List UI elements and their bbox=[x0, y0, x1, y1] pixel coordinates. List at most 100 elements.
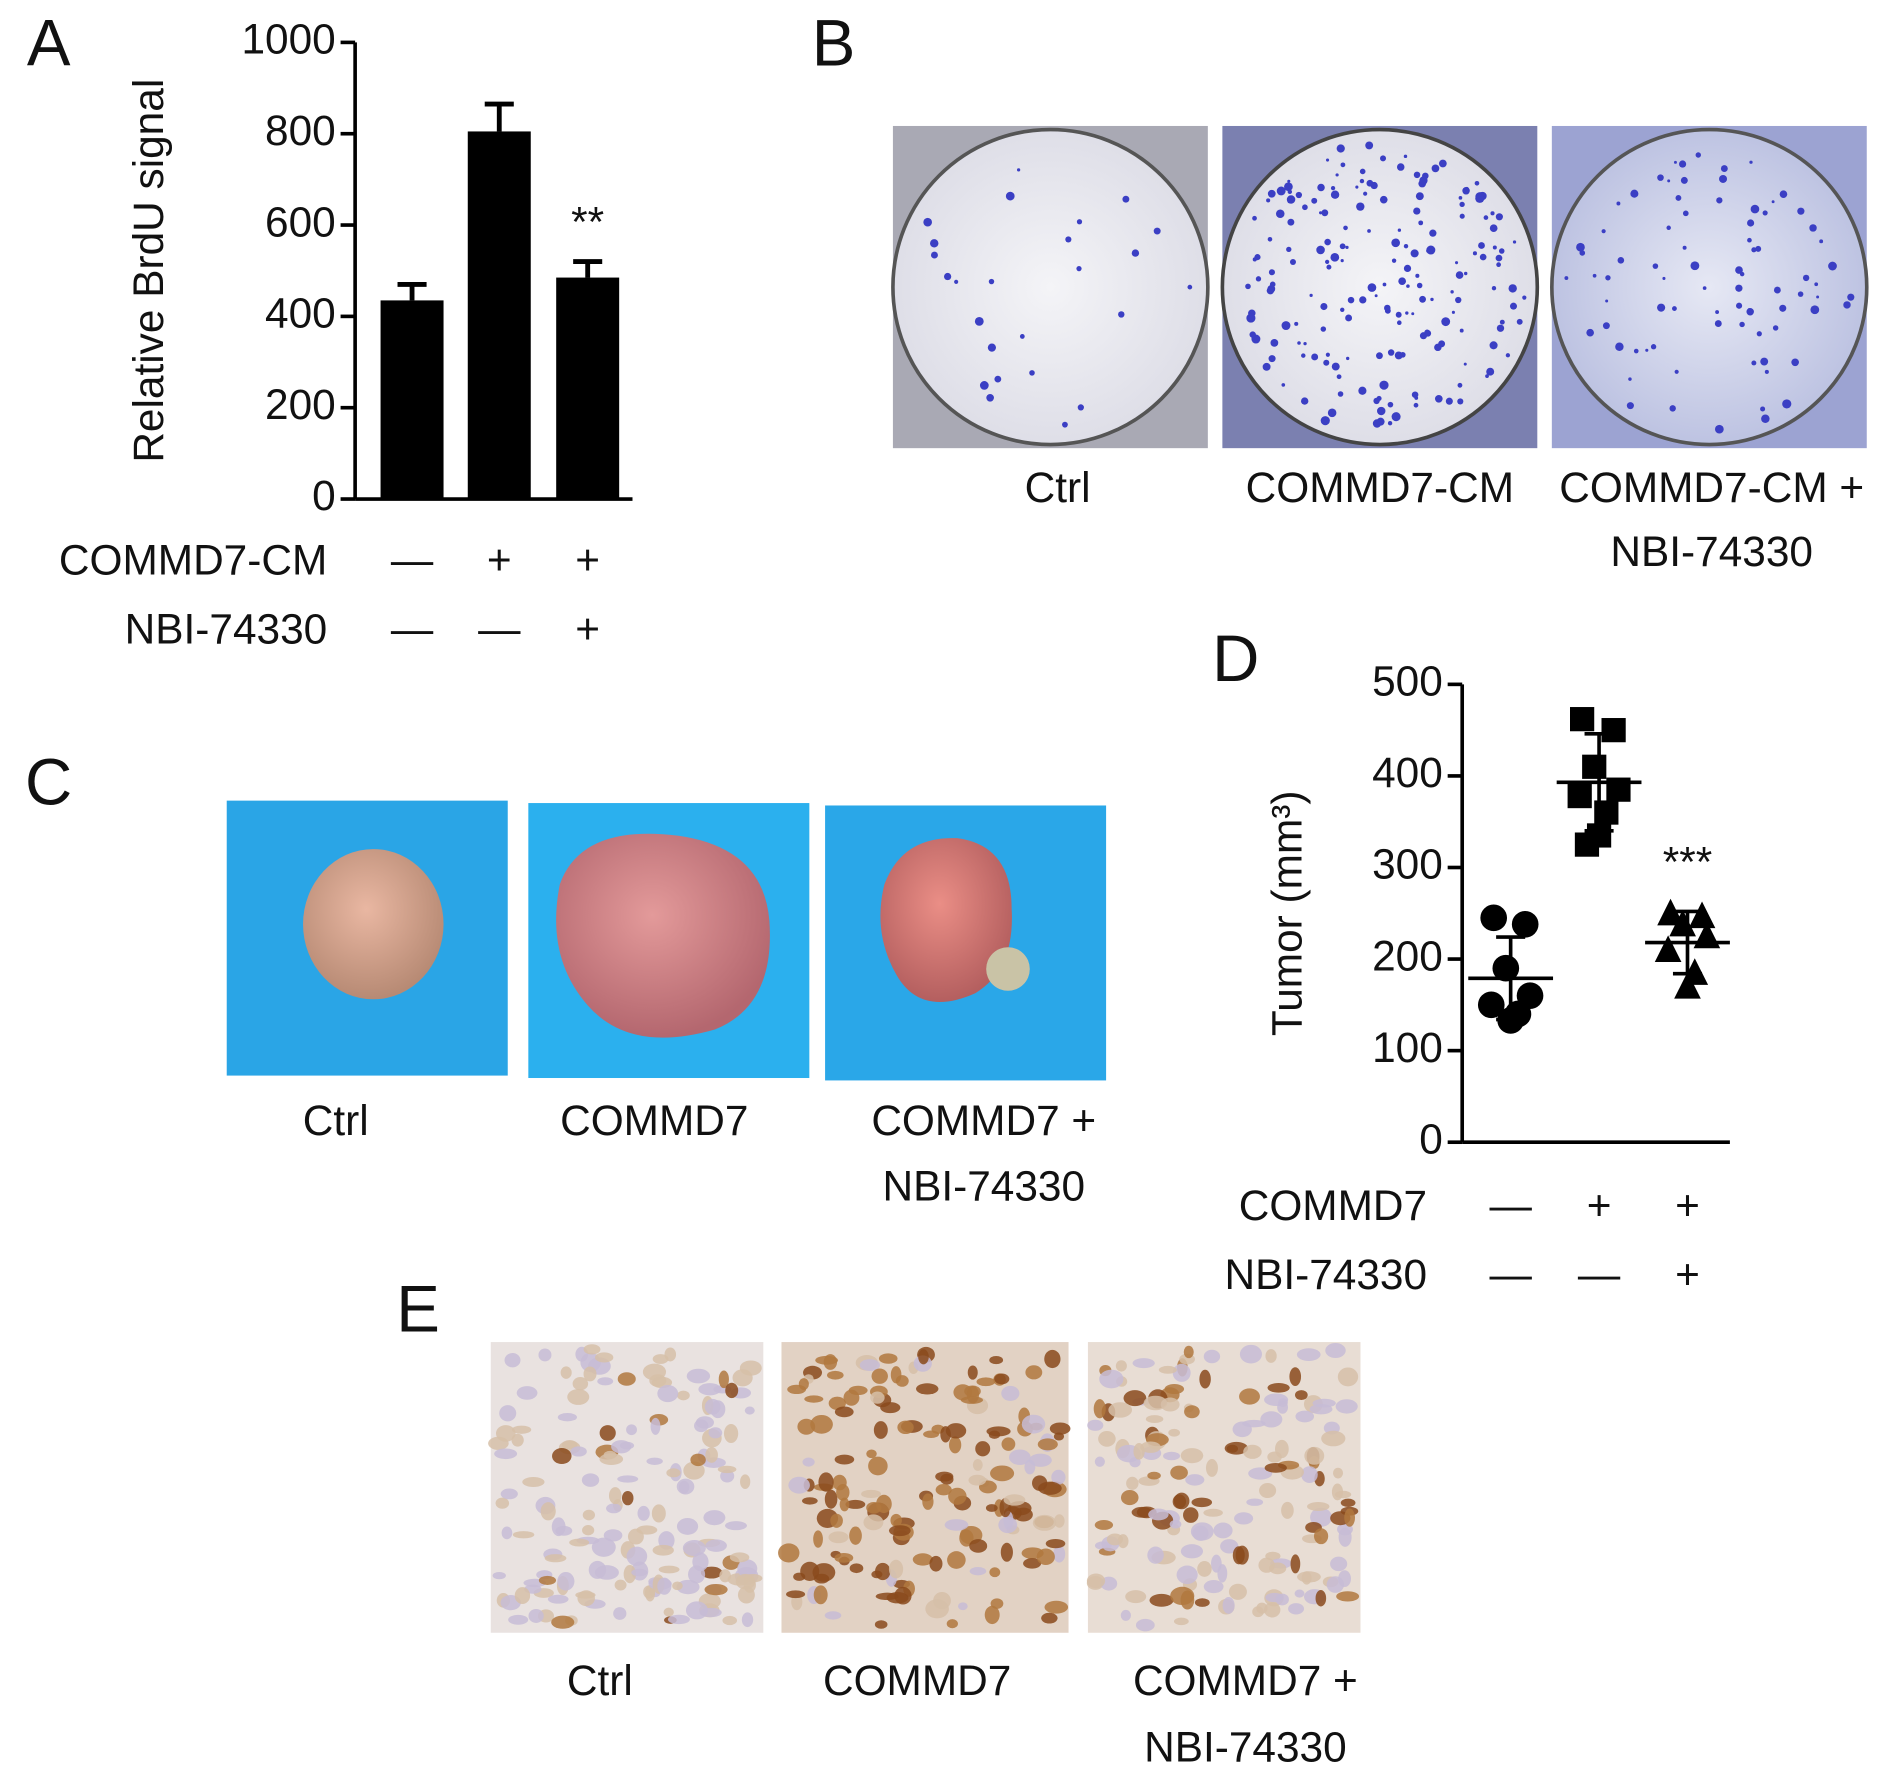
colony bbox=[1429, 229, 1437, 237]
condition-sign: + bbox=[1675, 1182, 1700, 1229]
colony bbox=[1680, 176, 1688, 184]
nucleus bbox=[1147, 1471, 1161, 1480]
nucleus bbox=[1239, 1344, 1262, 1364]
nucleus bbox=[824, 1489, 838, 1509]
colony bbox=[1319, 211, 1323, 215]
colony bbox=[1747, 219, 1755, 227]
nucleus bbox=[834, 1552, 854, 1563]
colony bbox=[1270, 338, 1279, 347]
nucleus bbox=[916, 1383, 939, 1395]
colony bbox=[1325, 158, 1330, 162]
nucleus bbox=[1145, 1415, 1164, 1424]
nucleus bbox=[935, 1471, 954, 1482]
nucleus bbox=[666, 1468, 681, 1478]
colony bbox=[1372, 419, 1382, 428]
nucleus bbox=[957, 1602, 968, 1611]
colony bbox=[1492, 245, 1497, 250]
nucleus bbox=[866, 1449, 877, 1459]
colony bbox=[1336, 144, 1345, 153]
nucleus bbox=[732, 1369, 753, 1387]
dish bbox=[1220, 127, 1540, 447]
y-tick-label: 400 bbox=[1372, 749, 1443, 796]
colony bbox=[1255, 276, 1262, 282]
nucleus bbox=[968, 1474, 987, 1486]
y-axis-label: Tumor (mm³) bbox=[1263, 791, 1310, 1037]
nucleus bbox=[1294, 1390, 1308, 1401]
nucleus bbox=[657, 1577, 672, 1595]
colony bbox=[1379, 195, 1388, 204]
colony bbox=[1345, 314, 1353, 322]
nucleus bbox=[1185, 1474, 1205, 1486]
nucleus bbox=[1213, 1522, 1233, 1539]
nucleus bbox=[651, 1504, 666, 1523]
colony bbox=[1297, 341, 1301, 345]
colony bbox=[1411, 391, 1419, 399]
colony bbox=[1495, 254, 1503, 262]
colony bbox=[1413, 207, 1421, 215]
colony bbox=[1814, 282, 1819, 287]
colony bbox=[1673, 160, 1677, 164]
nucleus bbox=[508, 1614, 529, 1625]
nucleus bbox=[972, 1458, 983, 1471]
nucleus bbox=[569, 1538, 590, 1547]
colony bbox=[1455, 271, 1464, 279]
condition-name: NBI-74330 bbox=[1224, 1251, 1427, 1298]
nucleus bbox=[1288, 1603, 1305, 1615]
colony bbox=[1498, 248, 1505, 254]
colony bbox=[1474, 180, 1480, 186]
colony bbox=[1275, 209, 1285, 219]
nucleus bbox=[642, 1363, 667, 1381]
colony bbox=[1403, 264, 1412, 273]
nucleus bbox=[516, 1386, 538, 1400]
colony bbox=[1450, 290, 1454, 294]
colony bbox=[1391, 238, 1401, 248]
nucleus bbox=[967, 1365, 978, 1380]
nucleus bbox=[1051, 1469, 1066, 1485]
nucleus bbox=[925, 1599, 949, 1619]
colony bbox=[1633, 348, 1639, 354]
colony bbox=[1301, 353, 1306, 358]
nucleus bbox=[929, 1555, 943, 1572]
nucleus bbox=[1009, 1449, 1031, 1466]
colony bbox=[1397, 228, 1402, 232]
nucleus bbox=[1336, 1591, 1360, 1602]
nucleus bbox=[849, 1526, 862, 1545]
colony bbox=[1669, 405, 1676, 412]
point bbox=[1477, 991, 1505, 1019]
nucleus bbox=[859, 1359, 880, 1371]
colony bbox=[1495, 213, 1503, 221]
nucleus bbox=[886, 1592, 909, 1604]
ihc-images bbox=[488, 1342, 1361, 1633]
nucleus bbox=[875, 1562, 891, 1581]
nucleus bbox=[1168, 1428, 1180, 1437]
colony bbox=[1252, 257, 1257, 262]
colony bbox=[1355, 185, 1359, 189]
nucleus bbox=[685, 1601, 708, 1620]
nucleus bbox=[1203, 1580, 1224, 1594]
nucleus bbox=[613, 1607, 627, 1620]
nucleus bbox=[1239, 1388, 1260, 1405]
colony bbox=[1281, 383, 1286, 387]
nucleus bbox=[1217, 1564, 1228, 1583]
nucleus bbox=[1132, 1358, 1155, 1369]
colony bbox=[1339, 243, 1346, 250]
colony bbox=[1309, 293, 1313, 297]
colony bbox=[1657, 174, 1664, 181]
colony bbox=[1720, 165, 1728, 172]
colony bbox=[1346, 356, 1350, 361]
image-caption: Ctrl bbox=[303, 1097, 369, 1144]
nucleus bbox=[591, 1537, 616, 1557]
nucleus bbox=[1140, 1441, 1161, 1453]
nucleus bbox=[1191, 1497, 1213, 1508]
colony bbox=[1682, 245, 1687, 250]
nucleus bbox=[824, 1611, 842, 1620]
nucleus bbox=[1036, 1548, 1055, 1566]
colony bbox=[1187, 284, 1193, 290]
colony bbox=[1268, 355, 1276, 363]
colony bbox=[1266, 286, 1275, 295]
nucleus bbox=[582, 1509, 596, 1521]
y-tick-label: 300 bbox=[1372, 841, 1443, 888]
nucleus bbox=[646, 1457, 663, 1465]
nucleus bbox=[1032, 1514, 1057, 1531]
nucleus bbox=[645, 1585, 656, 1602]
